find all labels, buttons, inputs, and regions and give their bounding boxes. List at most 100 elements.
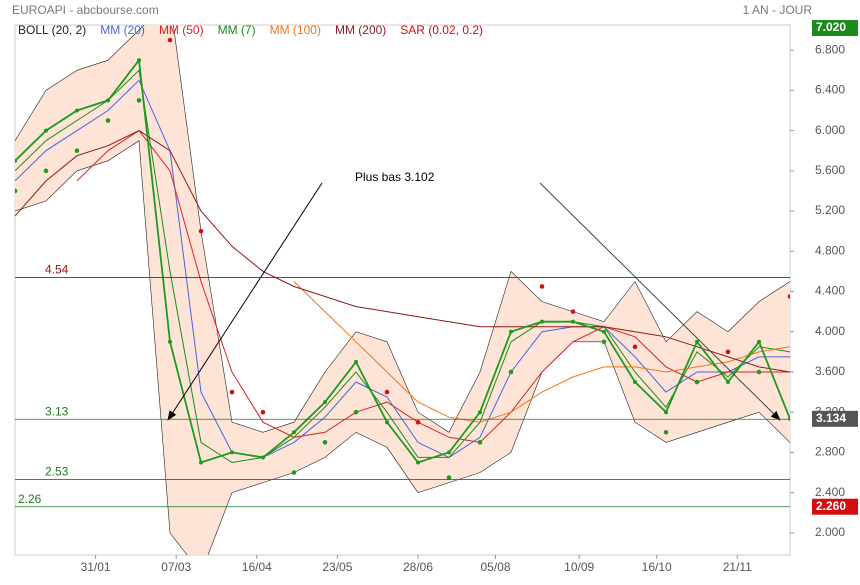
- price-point: [478, 410, 482, 415]
- low-badge: [812, 498, 858, 515]
- y-tick-label: 3.600: [815, 364, 845, 378]
- sar-dot: [570, 309, 576, 314]
- level-label: 3.13: [45, 404, 69, 418]
- high-badge-label: 7.020: [816, 20, 846, 34]
- moving-average: [15, 79, 790, 458]
- price-line: [15, 57, 790, 464]
- bollinger-upper: [15, 25, 790, 433]
- legend-entry: MM (7): [218, 23, 256, 37]
- y-tick-label: 6.800: [815, 42, 845, 56]
- sar-dot: [725, 349, 731, 355]
- sar-dot: [508, 369, 514, 375]
- sar-dot: [43, 168, 49, 174]
- y-tick-label: 2.800: [815, 445, 845, 459]
- sar-dot: [260, 409, 266, 415]
- price-point: [44, 128, 48, 133]
- sar-dot: [415, 419, 421, 425]
- price-point: [757, 339, 761, 344]
- price-point: [75, 108, 79, 113]
- x-tick-label: 21/11: [723, 560, 752, 574]
- price-point: [416, 460, 420, 465]
- price-point: [447, 450, 451, 455]
- bollinger-lower: [15, 140, 790, 555]
- sar-dot: [601, 339, 607, 345]
- legend-entry: MM (200): [335, 23, 386, 37]
- arrow: [167, 182, 323, 421]
- sar-dot: [136, 98, 142, 103]
- y-tick-label: 6.000: [815, 123, 845, 137]
- price-point: [292, 430, 296, 435]
- x-tick-label: 07/03: [161, 560, 191, 574]
- sar-dot: [539, 284, 545, 289]
- y-tick-label: 5.600: [815, 163, 845, 177]
- low-badge-label: 2.260: [816, 499, 846, 513]
- price-point: [602, 329, 606, 334]
- price-point: [571, 319, 575, 324]
- sar-dot: [787, 294, 790, 299]
- level-label: 4.54: [45, 263, 69, 277]
- sar-dot: [756, 369, 762, 375]
- price-point: [261, 455, 265, 460]
- price-point: [385, 420, 389, 425]
- arrow: [539, 182, 781, 421]
- y-tick-label: 2.000: [815, 525, 845, 539]
- sar-dot: [198, 228, 204, 234]
- last-badge: [812, 410, 858, 427]
- y-tick-label: 4.400: [815, 284, 845, 298]
- plot-area: [15, 25, 790, 555]
- x-tick-label: 16/04: [242, 560, 272, 574]
- y-tick-label: 5.200: [815, 203, 845, 217]
- legend-entry: MM (50): [159, 23, 204, 37]
- y-tick-label: 4.800: [815, 243, 845, 257]
- bollinger-band: [15, 25, 790, 555]
- y-tick-label: 2.400: [815, 485, 845, 499]
- moving-average: [293, 281, 790, 423]
- price-point: [168, 339, 172, 344]
- legend-entry: SAR (0.02, 0.2): [400, 23, 483, 37]
- sar-dot: [74, 148, 80, 154]
- price-point: [664, 410, 668, 415]
- sar-dot: [291, 470, 297, 475]
- price-point: [788, 416, 790, 421]
- legend-entry: MM (100): [270, 23, 321, 37]
- moving-average: [76, 129, 790, 443]
- annotation: Plus bas 3.102: [355, 170, 435, 184]
- moving-average: [15, 130, 790, 373]
- sar-dot: [384, 389, 390, 395]
- price-point: [199, 460, 203, 465]
- sar-dot: [353, 409, 359, 415]
- sar-dot: [632, 344, 638, 350]
- x-tick-label: 23/05: [322, 560, 352, 574]
- x-tick-label: 31/01: [81, 560, 111, 574]
- price-point: [540, 319, 544, 324]
- x-tick-label: 05/08: [480, 560, 510, 574]
- high-badge: [812, 20, 858, 37]
- header: EUROAPI - abcbourse.com: [12, 3, 159, 17]
- price-point: [695, 339, 699, 344]
- period: 1 AN - JOUR: [743, 3, 813, 17]
- sar-dot: [229, 389, 235, 395]
- x-tick-label: 28/06: [403, 560, 433, 574]
- level-label: 2.53: [45, 465, 69, 479]
- sar-dot: [322, 440, 328, 445]
- legend-entry: BOLL (20, 2): [18, 23, 86, 37]
- price-point: [230, 450, 234, 455]
- x-tick-label: 16/10: [642, 560, 672, 574]
- price-point: [106, 98, 110, 103]
- y-tick-label: 4.000: [815, 324, 845, 338]
- sar-dot: [663, 430, 669, 435]
- price-point: [15, 158, 17, 163]
- y-tick-label: 6.400: [815, 83, 845, 97]
- sar-dot: [15, 188, 18, 194]
- sar-dot: [477, 440, 483, 445]
- price-point: [633, 380, 637, 385]
- x-tick-label: 10/09: [564, 560, 594, 574]
- level-label: 2.26: [18, 492, 42, 506]
- sar-dot: [694, 379, 700, 385]
- price-point: [323, 400, 327, 405]
- sar-dot: [105, 118, 111, 123]
- price-point: [354, 359, 358, 364]
- price-point: [509, 329, 513, 334]
- price-point: [726, 380, 730, 385]
